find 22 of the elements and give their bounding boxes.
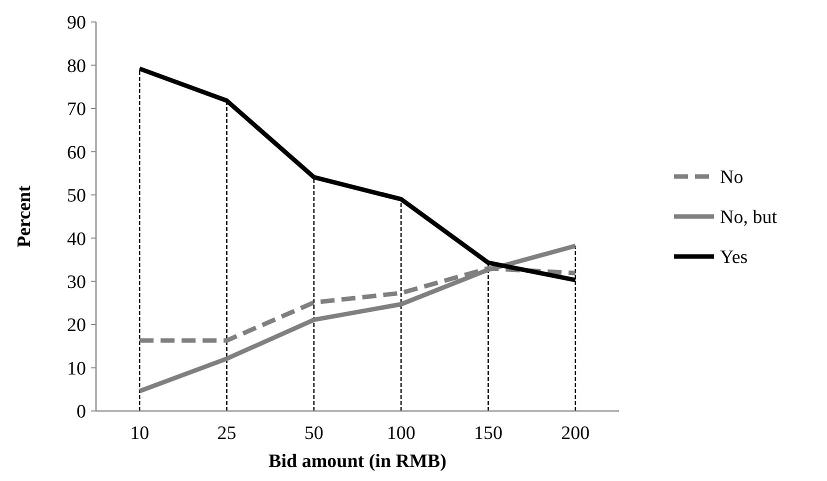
y-tick-label: 80 [67,56,86,77]
legend-label: No [720,167,744,188]
y-tick-label: 50 [67,186,86,207]
y-tick-label: 70 [67,99,86,120]
x-tick-label: 150 [474,423,502,444]
legend-label: Yes [720,247,748,268]
y-axis-title: Percent [14,184,35,248]
x-tick-label: 50 [304,423,324,444]
y-tick-label: 40 [67,228,86,250]
y-tick-label: 90 [67,12,86,34]
y-tick-label: 10 [67,358,86,380]
x-tick-label: 200 [561,423,590,444]
y-tick-label: 20 [67,315,86,336]
y-tick-label: 60 [67,142,86,164]
x-tick-label: 10 [130,423,150,444]
x-tick-label: 25 [217,423,236,444]
legend-label: No, but [720,207,778,228]
x-axis-title: Bid amount (in RMB) [268,451,446,472]
x-tick-label: 100 [386,423,416,444]
line-series [137,244,578,394]
y-tick-label: 0 [76,402,86,423]
y-tick-label: 30 [67,272,86,293]
